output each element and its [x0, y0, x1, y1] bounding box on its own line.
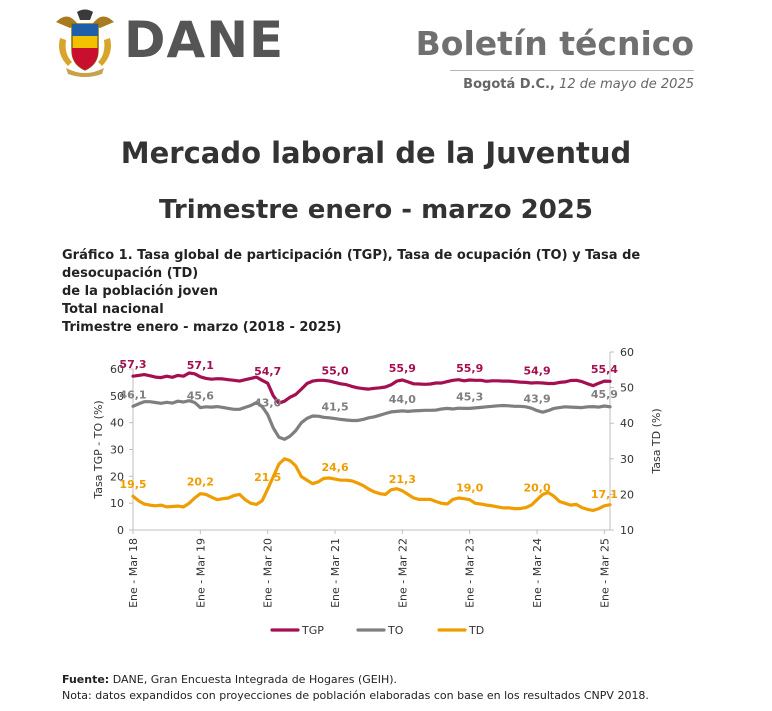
page-subtitle: Trimestre enero - marzo 2025	[159, 195, 593, 225]
series-line-tgp	[131, 371, 612, 405]
caption-line-3: Total nacional	[62, 302, 164, 317]
data-label-to: 44,0	[389, 393, 416, 406]
coat-of-arms-logo	[56, 9, 114, 77]
right-tick-label: 50	[620, 382, 634, 395]
x-tick-label: Ene - Mar 19	[194, 538, 207, 608]
source-line: Fuente: DANE, Gran Encuesta Integrada de…	[62, 672, 649, 688]
data-label-to: 45,3	[456, 390, 483, 403]
data-label-td: 20,0	[523, 482, 550, 495]
data-label-td: 19,5	[119, 478, 146, 491]
legend-label-tgp: TGP	[301, 624, 324, 637]
left-tick-label: 60	[110, 363, 124, 376]
left-tick-label: 20	[110, 470, 124, 483]
data-label-to: 46,1	[119, 388, 146, 401]
legend-label-td: TD	[468, 624, 484, 637]
note-line: Nota: datos expandidos con proyecciones …	[62, 689, 649, 702]
data-label-td: 21,5	[254, 471, 281, 484]
data-label-to: 43,9	[523, 393, 550, 406]
data-label-to: 45,9	[591, 388, 618, 401]
right-tick-label: 30	[620, 453, 634, 466]
data-label-td: 20,2	[187, 476, 214, 489]
data-label-tgp: 55,4	[591, 363, 618, 376]
data-label-tgp: 57,3	[119, 358, 146, 371]
source-label: Fuente:	[62, 673, 110, 686]
bulletin-title: Boletín técnico	[415, 24, 694, 63]
data-label-td: 17,1	[591, 488, 618, 501]
x-tick-label: Ene - Mar 21	[329, 538, 342, 608]
data-label-tgp: 54,9	[523, 365, 550, 378]
data-label-tgp: 55,9	[456, 362, 483, 375]
dateline-date: 12 de mayo de 2025	[559, 77, 694, 92]
left-tick-label: 10	[110, 497, 124, 510]
data-label-tgp: 57,1	[187, 359, 214, 372]
right-tick-label: 10	[620, 524, 634, 537]
chart-caption: Gráfico 1. Tasa global de participación …	[62, 247, 702, 337]
left-tick-label: 30	[110, 444, 124, 457]
series-line-to	[131, 399, 612, 441]
data-label-td: 24,6	[321, 461, 348, 474]
x-tick-label: Ene - Mar 18	[127, 538, 140, 608]
right-axis-title: Tasa TD (%)	[650, 408, 663, 474]
data-label-tgp: 55,9	[389, 362, 416, 375]
source-text: DANE, Gran Encuesta Integrada de Hogares…	[109, 673, 398, 686]
x-tick-label: Ene - Mar 25	[598, 538, 611, 608]
dateline: Bogotá D.C., 12 de mayo de 2025	[463, 77, 694, 92]
data-label-tgp: 55,0	[321, 364, 348, 377]
caption-line-2: de la población joven	[62, 284, 218, 299]
left-tick-label: 0	[117, 524, 124, 537]
x-tick-label: Ene - Mar 23	[464, 538, 477, 608]
x-tick-label: Ene - Mar 22	[396, 538, 409, 608]
right-tick-label: 20	[620, 488, 634, 501]
data-label-td: 21,3	[389, 473, 416, 486]
legend-label-to: TO	[387, 624, 404, 637]
series-line-td	[131, 457, 612, 512]
x-tick-label: Ene - Mar 20	[262, 538, 275, 608]
header-divider	[450, 70, 694, 71]
data-label-tgp: 54,7	[254, 365, 281, 378]
dateline-city: Bogotá D.C.,	[463, 77, 555, 92]
left-tick-label: 50	[110, 390, 124, 403]
caption-line-4: Trimestre enero - marzo (2018 - 2025)	[62, 320, 342, 335]
footer: Fuente: DANE, Gran Encuesta Integrada de…	[62, 672, 649, 704]
data-label-to: 41,5	[321, 401, 348, 414]
dane-logo-text: DANE	[124, 11, 285, 69]
caption-line-1: Gráfico 1. Tasa global de participación …	[62, 248, 641, 281]
right-tick-label: 40	[620, 417, 634, 430]
left-tick-label: 40	[110, 417, 124, 430]
data-label-to: 43,0	[254, 397, 281, 410]
x-tick-label: Ene - Mar 24	[531, 538, 544, 608]
page-title: Mercado laboral de la Juventud	[120, 136, 632, 170]
right-tick-label: 60	[620, 346, 634, 359]
data-label-td: 19,0	[456, 482, 483, 495]
left-axis-title: Tasa TGP - TO (%)	[92, 400, 105, 499]
data-label-to: 45,6	[187, 390, 214, 403]
